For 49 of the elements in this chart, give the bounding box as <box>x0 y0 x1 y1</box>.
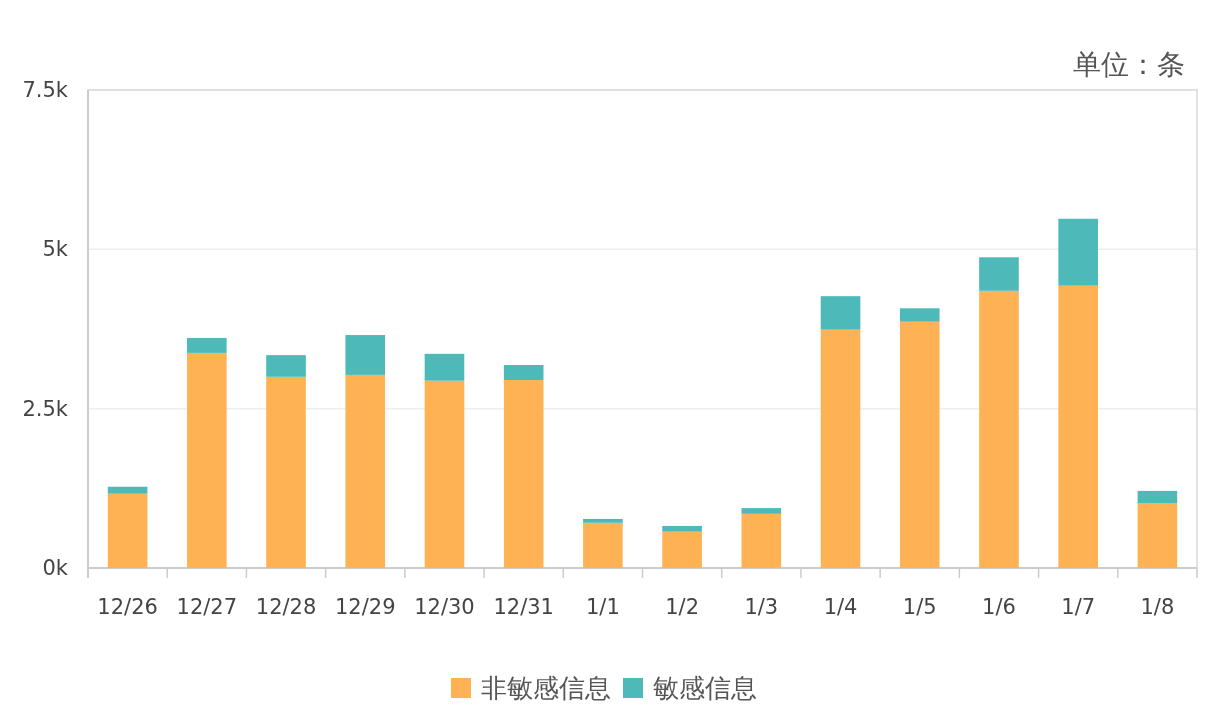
bar <box>187 337 227 353</box>
bar <box>979 290 1019 568</box>
bar <box>424 353 465 381</box>
x-tick-label: 12/26 <box>97 595 158 619</box>
x-tick-label: 1/2 <box>665 595 700 619</box>
bar <box>583 518 623 523</box>
x-tick-label: 1/1 <box>585 595 620 619</box>
bar <box>662 525 702 532</box>
bar <box>662 531 702 568</box>
y-tick-label: 2.5k <box>22 396 69 421</box>
x-tick-label: 1/8 <box>1140 595 1175 619</box>
bar <box>1137 502 1178 568</box>
bar <box>503 379 544 568</box>
bar <box>899 308 940 322</box>
y-tick-label: 7.5k <box>22 78 69 102</box>
bar <box>503 365 544 380</box>
bar <box>187 352 227 568</box>
bar <box>107 493 148 568</box>
bar <box>820 296 861 330</box>
bar <box>1137 490 1178 503</box>
bar <box>345 374 386 568</box>
bar <box>979 257 1019 291</box>
y-tick-label: 5k <box>42 237 69 262</box>
bar <box>741 508 782 514</box>
bar <box>820 329 861 568</box>
x-tick-label: 1/7 <box>1061 595 1096 619</box>
bar <box>266 376 306 568</box>
bar <box>107 486 148 494</box>
x-tick-label: 1/3 <box>744 595 779 619</box>
bar <box>1058 218 1098 286</box>
legend-label: 敏感信息 <box>653 673 757 703</box>
bar <box>899 321 940 568</box>
x-tick-label: 12/29 <box>334 595 396 619</box>
bar <box>424 380 465 568</box>
bar <box>266 355 306 377</box>
x-tick-label: 12/28 <box>255 595 317 619</box>
text: 单位：条 <box>1073 48 1185 81</box>
bar <box>741 513 782 568</box>
x-tick-label: 12/31 <box>493 595 554 619</box>
y-tick-label: 0k <box>42 556 69 580</box>
x-tick-label: 1/5 <box>902 595 937 619</box>
x-tick-label: 1/4 <box>823 595 858 619</box>
bar <box>1058 285 1098 568</box>
bar <box>583 522 623 568</box>
bar <box>345 335 386 375</box>
x-tick-label: 12/27 <box>176 595 238 619</box>
legend-label: 非敏感信息 <box>481 673 611 703</box>
x-tick-label: 1/6 <box>982 595 1016 619</box>
x-tick-label: 12/30 <box>414 595 475 619</box>
